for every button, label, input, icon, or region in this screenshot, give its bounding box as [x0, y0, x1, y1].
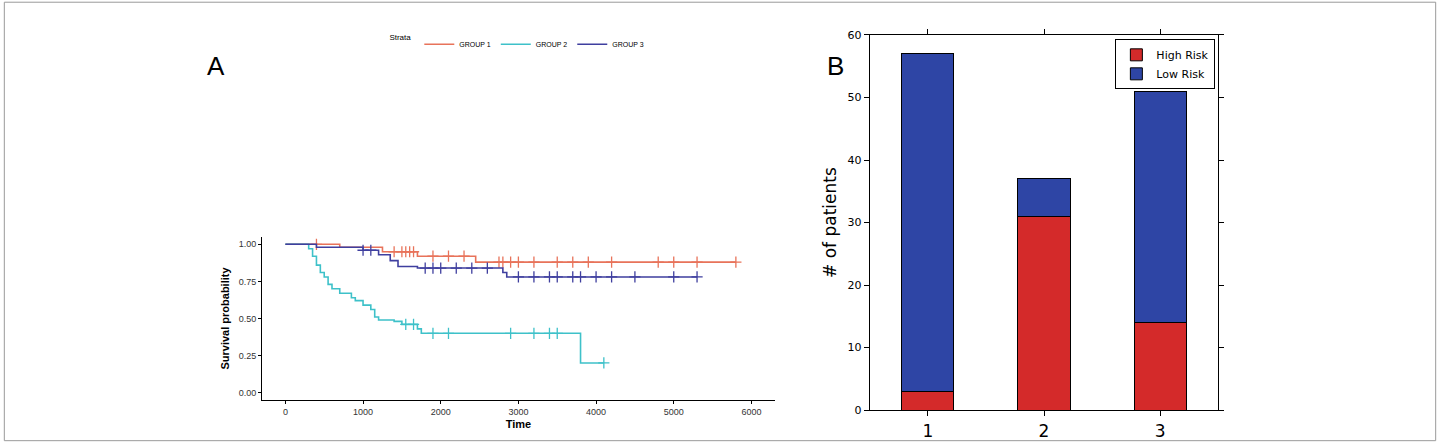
svg-text:1000: 1000 [353, 407, 373, 417]
svg-text:5000: 5000 [664, 407, 684, 417]
svg-text:0: 0 [855, 404, 862, 417]
svg-text:Time: Time [506, 418, 531, 430]
svg-text:0: 0 [283, 407, 288, 417]
svg-text:50: 50 [848, 91, 862, 104]
svg-text:High Risk: High Risk [1156, 49, 1208, 62]
svg-text:0.75: 0.75 [239, 277, 257, 287]
svg-text:Low Risk: Low Risk [1156, 68, 1205, 81]
svg-text:3: 3 [1155, 421, 1166, 441]
svg-text:40: 40 [848, 154, 862, 167]
svg-text:GROUP 2: GROUP 2 [536, 41, 567, 48]
svg-text:Strata: Strata [389, 33, 411, 42]
svg-text:10: 10 [848, 341, 862, 354]
svg-text:3000: 3000 [508, 407, 528, 417]
svg-text:B: B [827, 51, 844, 81]
svg-text:2000: 2000 [431, 407, 451, 417]
svg-text:GROUP 3: GROUP 3 [612, 41, 643, 48]
svg-text:Survival probability: Survival probability [219, 267, 231, 370]
svg-text:0.00: 0.00 [239, 388, 257, 398]
svg-text:0.50: 0.50 [239, 314, 257, 324]
svg-text:0.25: 0.25 [239, 351, 257, 361]
svg-text:2: 2 [1039, 421, 1050, 441]
svg-text:GROUP 1: GROUP 1 [459, 41, 490, 48]
svg-text:4000: 4000 [586, 407, 606, 417]
svg-text:30: 30 [848, 216, 862, 229]
svg-text:1: 1 [922, 421, 933, 441]
svg-text:# of patients: # of patients [820, 167, 840, 278]
svg-text:60: 60 [848, 29, 862, 42]
svg-text:6000: 6000 [741, 407, 761, 417]
svg-text:20: 20 [848, 279, 862, 292]
svg-text:A: A [207, 51, 225, 81]
svg-text:1.00: 1.00 [239, 239, 257, 249]
